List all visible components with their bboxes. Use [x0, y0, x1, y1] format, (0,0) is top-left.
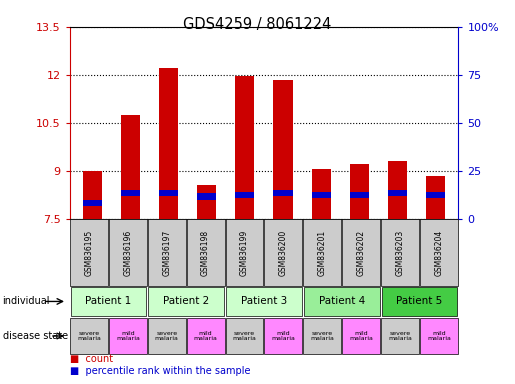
Text: GSM836201: GSM836201 [318, 229, 327, 276]
Text: severe
malaria: severe malaria [155, 331, 179, 341]
Text: mild
malaria: mild malaria [116, 331, 140, 341]
Bar [388, 190, 407, 197]
Text: mild
malaria: mild malaria [271, 331, 295, 341]
Bar [159, 190, 178, 197]
Bar [235, 192, 254, 198]
Text: disease state: disease state [3, 331, 67, 341]
Bar [388, 161, 407, 219]
Bar [273, 80, 293, 219]
Bar [426, 192, 445, 198]
Text: mild
malaria: mild malaria [194, 331, 217, 341]
Text: GSM836195: GSM836195 [84, 229, 93, 276]
Text: Patient 3: Patient 3 [241, 296, 287, 306]
Text: severe
malaria: severe malaria [311, 331, 334, 341]
Bar [312, 169, 331, 219]
Text: GSM836198: GSM836198 [201, 229, 210, 276]
Text: mild
malaria: mild malaria [349, 331, 373, 341]
Text: mild
malaria: mild malaria [427, 331, 451, 341]
Bar [235, 76, 254, 219]
Text: GSM836202: GSM836202 [357, 229, 366, 276]
Bar [83, 171, 102, 219]
Text: Patient 5: Patient 5 [397, 296, 442, 306]
Bar [426, 176, 445, 219]
Bar [121, 115, 140, 219]
Text: individual: individual [3, 296, 50, 306]
Text: GSM836197: GSM836197 [162, 229, 171, 276]
Text: GDS4259 / 8061224: GDS4259 / 8061224 [183, 17, 332, 32]
Bar [350, 164, 369, 219]
Text: Patient 1: Patient 1 [85, 296, 131, 306]
Text: severe
malaria: severe malaria [233, 331, 256, 341]
Text: GSM836199: GSM836199 [240, 229, 249, 276]
Text: GSM836200: GSM836200 [279, 229, 288, 276]
Text: severe
malaria: severe malaria [77, 331, 101, 341]
Bar [197, 193, 216, 200]
Bar [312, 192, 331, 198]
Text: GSM836196: GSM836196 [124, 229, 132, 276]
Text: Patient 4: Patient 4 [319, 296, 365, 306]
Bar [197, 185, 216, 219]
Bar [273, 190, 293, 197]
Text: ■  percentile rank within the sample: ■ percentile rank within the sample [70, 366, 250, 376]
Text: GSM836204: GSM836204 [435, 229, 443, 276]
Text: GSM836203: GSM836203 [396, 229, 404, 276]
Text: severe
malaria: severe malaria [388, 331, 412, 341]
Bar [121, 190, 140, 197]
Bar [83, 200, 102, 206]
Bar [159, 68, 178, 219]
Text: Patient 2: Patient 2 [163, 296, 209, 306]
Text: ■  count: ■ count [70, 354, 113, 364]
Bar [350, 192, 369, 198]
